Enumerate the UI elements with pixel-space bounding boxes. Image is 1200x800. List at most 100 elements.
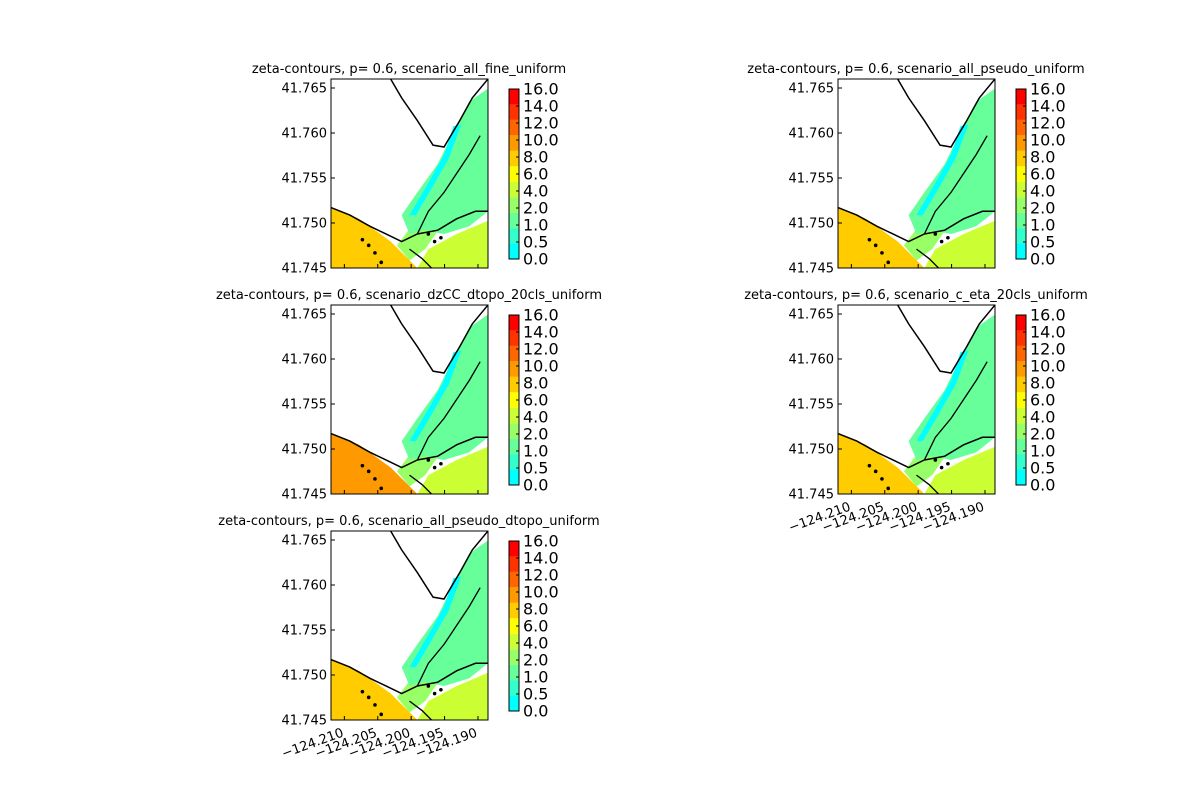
colorbar-segment	[509, 89, 519, 105]
island-dot	[426, 684, 431, 688]
river-bank	[416, 361, 481, 461]
colorbar: 16.014.012.010.08.06.04.02.01.00.50.0	[508, 80, 559, 269]
y-tick-label: 41.760	[282, 579, 328, 594]
axes-frame	[837, 78, 996, 269]
colorbar-segment	[509, 197, 519, 213]
y-tick-label: 41.765	[789, 308, 835, 323]
island-dot	[867, 463, 872, 468]
zeta-region-southwest	[838, 207, 925, 268]
inlet-bank	[409, 474, 432, 494]
colorbar-tick-label: 8.0	[523, 374, 548, 393]
island-dot	[439, 461, 443, 466]
y-tick-label: 41.760	[282, 353, 328, 368]
colorbar-tick-label: 10.0	[523, 357, 559, 376]
colorbar-segment	[509, 376, 519, 393]
coastline-north	[897, 79, 995, 148]
colorbar-segment	[509, 541, 519, 557]
colorbar-segment	[1016, 315, 1026, 331]
zeta-region-southwest	[331, 659, 418, 720]
colorbar-tick-label: 0.0	[1030, 476, 1055, 495]
colorbar-segment	[509, 695, 519, 711]
colorbar-tick-label: 2.0	[523, 651, 548, 670]
colorbar-segment	[1016, 89, 1026, 105]
plot-area	[331, 305, 488, 494]
subplot-title: zeta-contours, p= 0.6, scenario_all_pseu…	[218, 514, 599, 529]
colorbar-tick-label: 1.0	[523, 668, 548, 687]
island-dot	[946, 461, 950, 466]
colorbar-tick-label: 4.0	[1030, 408, 1055, 427]
island-dot	[933, 232, 938, 236]
colorbar-tick-label: 4.0	[523, 408, 548, 427]
colorbar-segment	[509, 315, 519, 331]
colorbar-segment	[1016, 392, 1026, 408]
colorbar-tick-label: 4.0	[1030, 182, 1055, 201]
colorbar-tick-label: 8.0	[523, 148, 548, 167]
colorbar-tick-label: 0.0	[523, 250, 548, 269]
zeta-region-fringe	[409, 576, 462, 668]
island-dot	[426, 458, 431, 462]
island-dot	[886, 260, 891, 265]
island-dot	[933, 458, 938, 462]
colorbar-segment	[1016, 150, 1026, 167]
colorbar-segment	[1016, 407, 1026, 424]
subplot-4: zeta-contours, p= 0.6, scenario_c_eta_20…	[744, 288, 1088, 503]
island-dot	[432, 465, 437, 470]
island-dot	[379, 712, 384, 717]
colorbar-segment	[1016, 438, 1026, 455]
island-dot	[366, 243, 371, 248]
colorbar-tick-label: 12.0	[523, 114, 559, 133]
colorbar-segment	[509, 119, 519, 136]
y-tick-label: 41.745	[282, 488, 328, 503]
colorbar-tick-label: 2.0	[523, 425, 548, 444]
island-dot	[373, 703, 377, 707]
colorbar-tick-label: 0.5	[523, 459, 548, 478]
coastline-south	[838, 432, 995, 469]
colorbar-tick-label: 10.0	[1030, 131, 1066, 150]
colorbar-segment	[1016, 454, 1026, 470]
y-tick-label: 41.745	[282, 714, 328, 729]
river-bank	[416, 587, 481, 687]
zeta-region-southeast	[924, 220, 995, 268]
colorbar-tick-label: 16.0	[1030, 80, 1066, 99]
island-dot	[379, 486, 384, 491]
subplot-title: zeta-contours, p= 0.6, scenario_c_eta_20…	[744, 288, 1088, 303]
coastline-north	[897, 305, 995, 374]
y-tick-label: 41.765	[282, 308, 328, 323]
colorbar-segment	[509, 649, 519, 665]
colorbar-segment	[509, 150, 519, 167]
plot-area	[838, 79, 995, 268]
zeta-region-southwest	[838, 433, 925, 494]
y-tick-label: 41.755	[282, 398, 328, 413]
colorbar-tick-label: 12.0	[1030, 114, 1066, 133]
y-tick-label: 41.755	[282, 172, 328, 187]
inlet-bank	[409, 700, 432, 720]
zeta-region-fringe	[916, 124, 969, 216]
colorbar-segment	[509, 135, 519, 151]
colorbar-segment	[509, 556, 519, 572]
y-tick-label: 41.765	[282, 82, 328, 97]
colorbar-segment	[509, 181, 519, 198]
y-tick-label: 41.750	[282, 669, 328, 684]
colorbar-segment	[509, 602, 519, 619]
plot-area	[331, 79, 488, 268]
colorbar-tick-label: 6.0	[523, 165, 548, 184]
zeta-region-southwest-peak	[331, 444, 402, 491]
island-dot	[886, 486, 891, 491]
coastline-north	[390, 305, 488, 374]
island-dot	[373, 477, 377, 481]
colorbar-segment	[509, 469, 519, 485]
colorbar-segment	[1016, 197, 1026, 213]
y-tick-label: 41.760	[789, 127, 835, 142]
island-dot	[360, 689, 365, 694]
colorbar-tick-label: 6.0	[523, 617, 548, 636]
inlet-bank	[916, 248, 939, 268]
subplot-3: zeta-contours, p= 0.6, scenario_dzCC_dto…	[216, 288, 602, 503]
y-tick-label: 41.745	[789, 488, 835, 503]
colorbar-segment	[509, 454, 519, 470]
zeta-region-southeast	[924, 446, 995, 494]
island-dot	[366, 469, 371, 474]
colorbar: 16.014.012.010.08.06.04.02.01.00.50.0	[508, 306, 559, 495]
y-tick-label: 41.755	[282, 624, 328, 639]
colorbar-segment	[509, 664, 519, 681]
coastline-south	[838, 206, 995, 243]
